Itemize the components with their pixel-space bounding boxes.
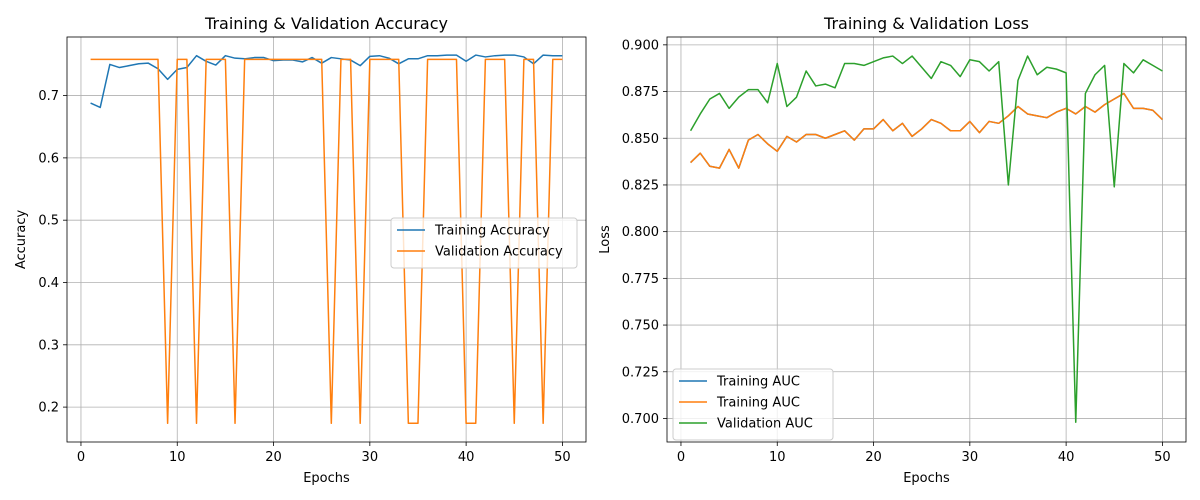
legend: Training AUC Training AUC Validation AUC [672,368,834,441]
y-tick-label: 0.5 [38,214,59,229]
y-tick-label: 0.900 [622,38,659,53]
y-tick-label: 0.6 [38,151,59,166]
x-axis-label: Epochs [303,471,350,486]
y-tick-label: 0.750 [622,319,659,334]
y-tick-label: 0.4 [38,276,59,291]
legend-box [390,217,578,269]
x-tick-label: 30 [962,450,979,465]
x-tick-label: 50 [554,450,571,465]
y-tick-label: 0.3 [38,338,59,353]
x-tick-label: 20 [865,450,882,465]
y-tick-label: 0.725 [622,365,659,380]
x-tick-label: 40 [1058,450,1075,465]
plot-frame [66,36,587,443]
y-axis-label: Accuracy [14,210,29,270]
y-axis-label: Loss [598,225,613,254]
y-tick-label: 0.800 [622,225,659,240]
x-tick-label: 10 [769,450,786,465]
y-tick-label: 0.775 [622,272,659,287]
legend-label-1: Validation Accuracy [435,245,563,260]
x-tick-label: 10 [169,450,186,465]
y-tick-label: 0.700 [622,412,659,427]
x-tick-label: 0 [77,450,85,465]
y-tick-label: 0.875 [622,85,659,100]
legend-label-0: Training AUC [716,375,800,390]
accuracy-chart: 0 10 20 30 40 50 0.2 0.3 0.4 0.5 0.6 0.7 Training & … [14,14,587,486]
chart-title: Training & Validation Loss [823,14,1029,33]
legend-label-2: Validation AUC [717,417,813,432]
x-tick-label: 50 [1154,450,1171,465]
x-axis-label: Epochs [903,471,950,486]
x-tick-label: 20 [265,450,282,465]
legend-label-1: Training AUC [716,396,800,411]
series-line-1 [90,58,563,425]
x-tick-label: 40 [458,450,475,465]
x-tick-label: 30 [362,450,379,465]
series-line-1 [690,92,1163,169]
loss-chart: 0 10 20 30 40 50 0.700 0.725 0.750 0.775 0.800 0.82… [598,14,1187,486]
chart-title: Training & Validation Accuracy [204,14,448,33]
legend: Training Accuracy Validation Accuracy [390,217,578,269]
plot-frame [666,36,1187,443]
x-tick-label: 0 [677,450,685,465]
series-line-0 [90,54,563,109]
legend-label-0: Training Accuracy [434,224,550,239]
y-tick-label: 0.850 [622,132,659,147]
y-tick-label: 0.825 [622,178,659,193]
y-tick-label: 0.2 [38,401,59,416]
series-line-2 [689,55,1163,423]
y-tick-label: 0.7 [38,89,59,104]
legend-box [672,368,834,441]
